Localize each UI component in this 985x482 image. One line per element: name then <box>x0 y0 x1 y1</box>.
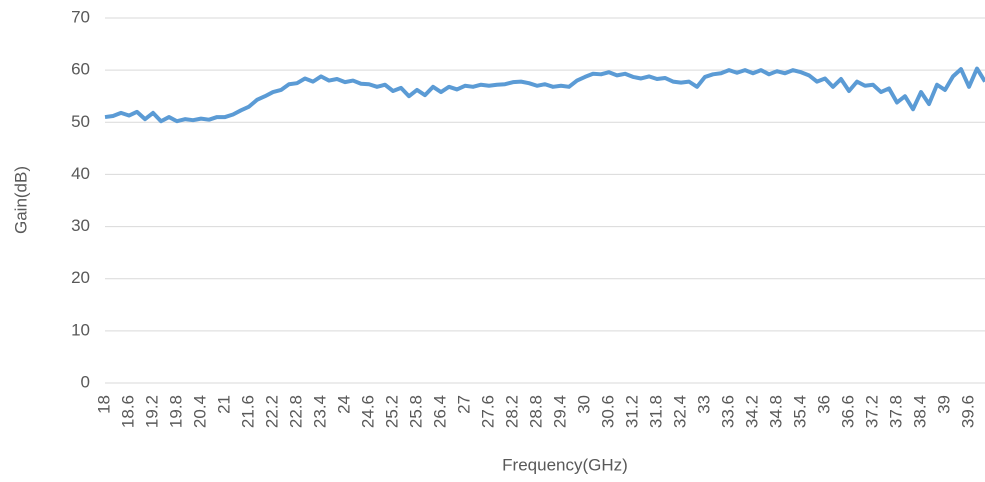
x-tick-label: 31.8 <box>646 395 665 428</box>
x-tick-label: 18.6 <box>118 395 137 428</box>
x-tick-label: 21.6 <box>238 395 257 428</box>
x-tick-label: 30.6 <box>598 395 617 428</box>
x-tick-label: 22.2 <box>262 395 281 428</box>
x-tick-label: 39 <box>934 395 953 414</box>
x-tick-label: 24.6 <box>358 395 377 428</box>
x-tick-label: 28.8 <box>526 395 545 428</box>
y-tick-label: 20 <box>71 268 90 287</box>
x-tick-label: 38.4 <box>910 395 929 428</box>
x-tick-label: 27 <box>454 395 473 414</box>
x-tick-label: 28.2 <box>502 395 521 428</box>
x-tick-label: 31.2 <box>622 395 641 428</box>
x-tick-label: 35.4 <box>790 395 809 428</box>
x-tick-label: 19.2 <box>142 395 161 428</box>
x-tick-label: 22.8 <box>286 395 305 428</box>
x-tick-label: 26.4 <box>430 395 449 428</box>
x-tick-label: 33.6 <box>718 395 737 428</box>
x-tick-label: 20.4 <box>190 395 209 428</box>
y-tick-label: 60 <box>71 60 90 79</box>
x-tick-label: 24 <box>334 395 353 414</box>
x-tick-label: 37.8 <box>886 395 905 428</box>
x-tick-label: 32.4 <box>670 395 689 428</box>
x-tick-label: 37.2 <box>862 395 881 428</box>
x-tick-label: 21 <box>214 395 233 414</box>
x-tick-label: 25.2 <box>382 395 401 428</box>
x-tick-label: 33 <box>694 395 713 414</box>
y-tick-label: 50 <box>71 112 90 131</box>
x-axis-label: Frequency(GHz) <box>502 455 628 474</box>
x-tick-label: 27.6 <box>478 395 497 428</box>
y-tick-label: 0 <box>81 372 90 391</box>
data-line <box>104 66 985 124</box>
y-tick-label: 10 <box>71 320 90 339</box>
x-tick-label: 23.4 <box>310 395 329 428</box>
x-tick-label: 36.6 <box>838 395 857 428</box>
x-tick-label: 30 <box>574 395 593 414</box>
x-tick-label: 25.8 <box>406 395 425 428</box>
y-axis-label: Gain(dB) <box>11 166 30 234</box>
x-tick-label: 34.8 <box>766 395 785 428</box>
x-tick-label: 39.6 <box>958 395 977 428</box>
x-tick-label: 19.8 <box>166 395 185 428</box>
x-tick-label: 36 <box>814 395 833 414</box>
y-tick-label: 30 <box>71 216 90 235</box>
x-tick-label: 18 <box>94 395 113 414</box>
y-tick-label: 40 <box>71 164 90 183</box>
x-tick-label: 29.4 <box>550 395 569 428</box>
y-tick-label: 70 <box>71 7 90 26</box>
x-tick-label: 34.2 <box>742 395 761 428</box>
